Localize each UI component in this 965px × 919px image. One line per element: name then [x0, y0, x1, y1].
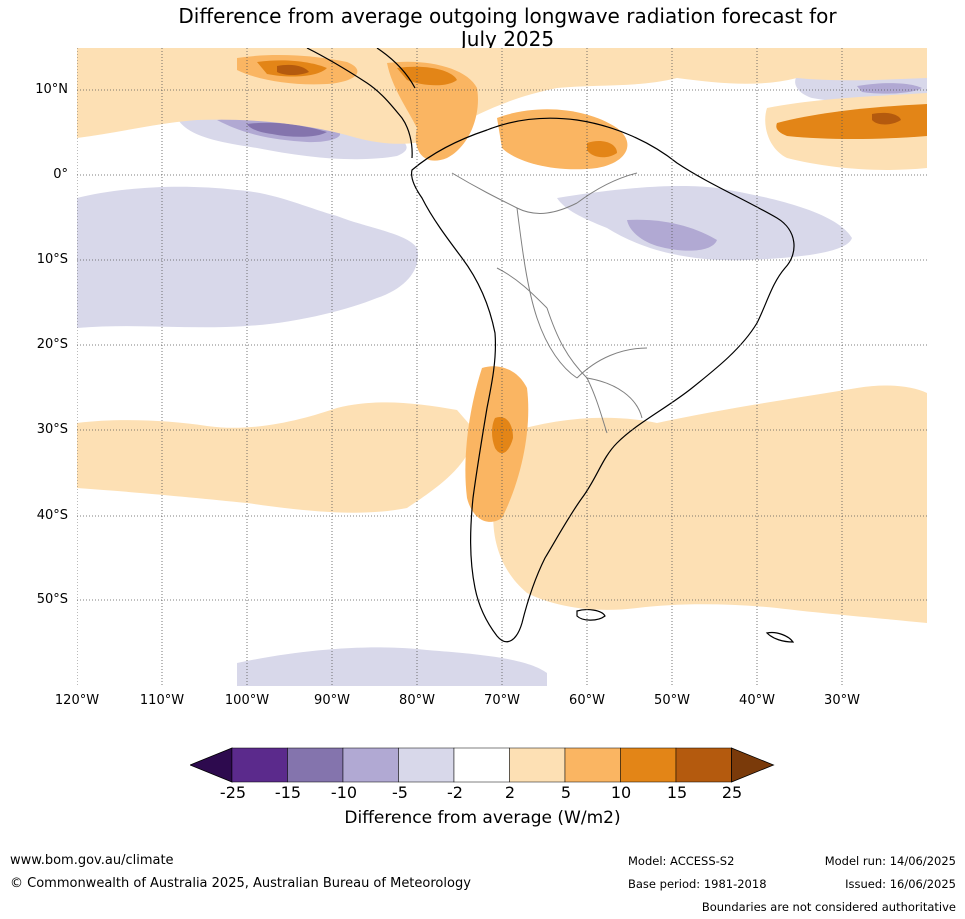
south-georgia — [765, 631, 795, 643]
colorbar-segment — [564, 747, 621, 783]
footer-base-period: Base period: 1981-2018 — [628, 877, 767, 891]
falkland-islands — [576, 609, 606, 621]
lon-label-120w: 120°W — [54, 693, 100, 708]
footer-issued: Issued: 16/06/2025 — [845, 877, 956, 891]
central-america-outline — [306, 48, 416, 159]
lat-label-30s: 30°S — [36, 422, 68, 437]
lat-label-10s: 10°S — [36, 252, 68, 267]
colorbar-tick-25: 25 — [721, 783, 743, 802]
colorbar-segment — [675, 747, 732, 783]
title-line-2: July 2025 — [460, 27, 555, 51]
lon-label-80w: 80°W — [399, 693, 435, 708]
amazon-negative-core — [627, 219, 717, 251]
footer-model-run: Model run: 14/06/2025 — [824, 854, 956, 868]
lat-label-40s: 40°S — [36, 508, 68, 523]
country-borders — [451, 172, 648, 434]
colorbar-tick-neg25: -25 — [219, 783, 247, 802]
lon-label-40w: 40°W — [739, 693, 775, 708]
lon-label-100w: 100°W — [224, 693, 270, 708]
footer-disclaimer: Boundaries are not considered authoritat… — [701, 900, 956, 914]
colombia-positive-core — [387, 61, 478, 161]
lon-label-30w: 30°W — [824, 693, 860, 708]
colorbar-label: Difference from average (W/m2) — [344, 808, 621, 828]
title-line-1: Difference from average outgoing longwav… — [178, 4, 837, 28]
southern-negative-region — [237, 647, 547, 686]
lat-label-50s: 50°S — [36, 592, 68, 607]
south-atlantic-positive-band — [493, 385, 927, 623]
colombia-positive-strong — [397, 66, 457, 86]
colorbar-segment — [453, 747, 510, 783]
footer-url[interactable]: www.bom.gov.au/climate — [10, 853, 174, 868]
lon-label-90w: 90°W — [314, 693, 350, 708]
south-america-outline — [410, 117, 795, 643]
colorbar-tick-5: 5 — [560, 783, 572, 802]
lat-label-20s: 20°S — [36, 337, 68, 352]
colorbar — [190, 747, 775, 783]
colorbar-tick-neg2: -2 — [447, 783, 463, 802]
graticule — [77, 48, 927, 686]
atlantic-positive-peak — [872, 112, 901, 125]
colorbar-segment — [509, 747, 566, 783]
colorbar-segment — [342, 747, 399, 783]
colorbar-tick-neg5: -5 — [392, 783, 408, 802]
amazon-negative-region — [557, 186, 852, 261]
far-east-negative-core — [857, 83, 922, 94]
colorbar-extend-high — [731, 747, 775, 783]
south-pacific-positive-band — [77, 402, 477, 513]
positive-anomaly-regions — [77, 48, 927, 623]
colorbar-segment — [620, 747, 677, 783]
footer-model: Model: ACCESS-S2 — [628, 854, 735, 868]
colorbar-segment — [231, 747, 288, 783]
atlantic-positive-core — [776, 104, 927, 139]
colorbar-tick-2: 2 — [504, 783, 516, 802]
caribbean-positive-peak — [277, 64, 309, 75]
guiana-positive-strong — [587, 141, 617, 158]
colorbar-tick-neg10: -10 — [330, 783, 358, 802]
pacific-negative-region — [77, 186, 418, 328]
map-panel — [77, 48, 927, 686]
map-canvas — [77, 48, 927, 686]
lon-label-70w: 70°W — [484, 693, 520, 708]
lon-label-50w: 50°W — [654, 693, 690, 708]
colorbar-tick-neg15: -15 — [274, 783, 302, 802]
andes-positive-strong — [492, 416, 513, 454]
colorbar-tick-10: 10 — [610, 783, 632, 802]
footer-copyright: © Commonwealth of Australia 2025, Austra… — [10, 876, 471, 891]
chart-title: Difference from average outgoing longwav… — [0, 5, 965, 51]
colorbar-segment — [398, 747, 455, 783]
colorbar-tick-15: 15 — [666, 783, 688, 802]
lat-label-0: 0° — [53, 167, 68, 182]
colorbar-extend-low — [190, 747, 233, 783]
lon-label-60w: 60°W — [569, 693, 605, 708]
colorbar-segment — [287, 747, 344, 783]
lat-label-10n: 10°N — [35, 82, 68, 97]
lon-label-110w: 110°W — [139, 693, 185, 708]
equatorial-pacific-negative-strong — [247, 122, 327, 137]
